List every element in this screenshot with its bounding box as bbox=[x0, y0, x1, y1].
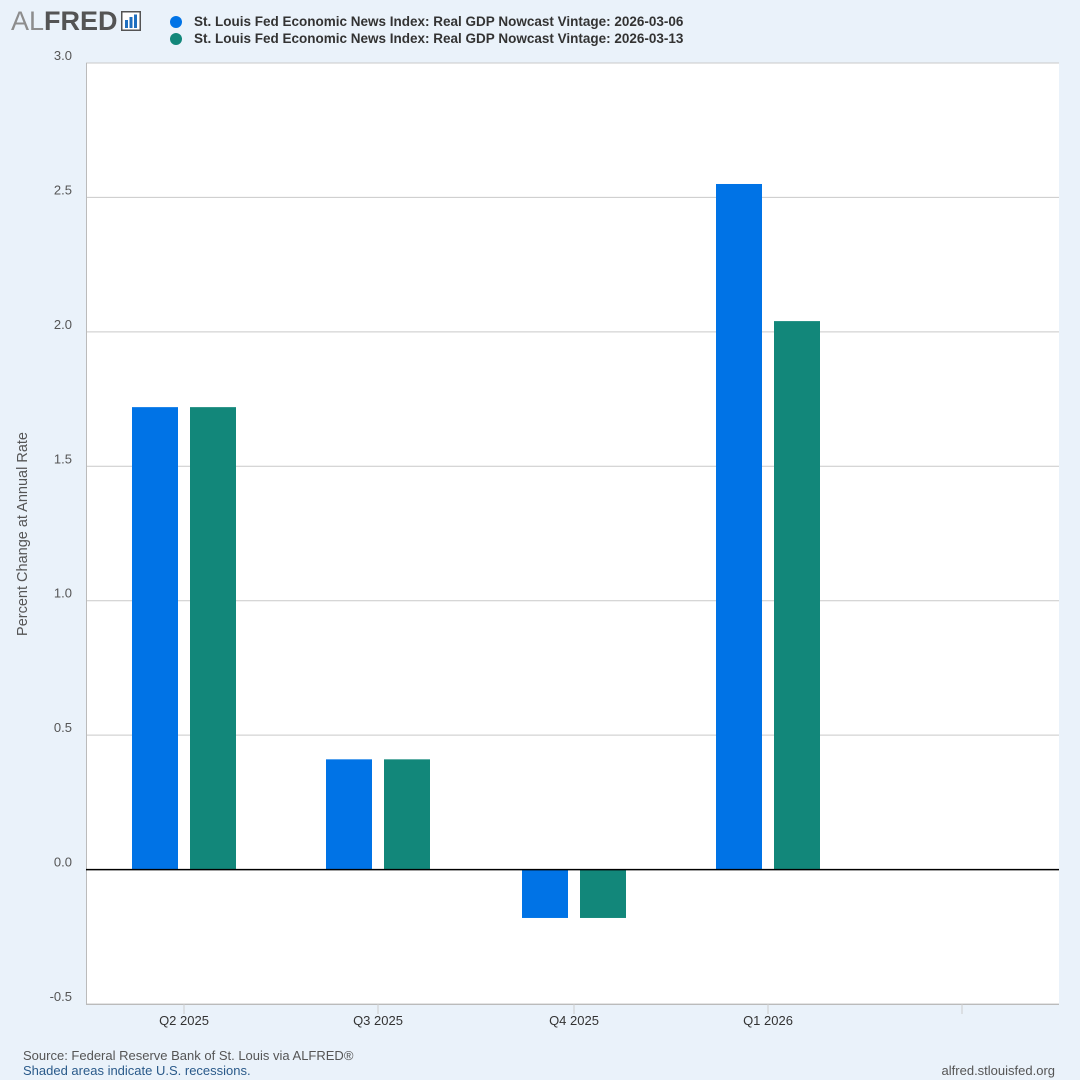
x-tick-label: Q1 2026 bbox=[743, 1013, 793, 1028]
y-axis-title: Percent Change at Annual Rate bbox=[15, 432, 31, 636]
legend-label-series-2: St. Louis Fed Economic News Index: Real … bbox=[194, 31, 684, 46]
legend-marker-series-2 bbox=[170, 32, 182, 45]
y-tick-label: 3.0 bbox=[54, 48, 72, 63]
alfred-logo[interactable]: AL FRED bbox=[11, 7, 141, 35]
source-note: Source: Federal Reserve Bank of St. Loui… bbox=[23, 1048, 354, 1063]
y-tick-label: 0.5 bbox=[54, 720, 72, 735]
plot-area bbox=[86, 63, 1059, 1004]
logo-prefix: AL bbox=[11, 6, 45, 36]
legend-item-series-1[interactable]: St. Louis Fed Economic News Index: Real … bbox=[170, 13, 683, 30]
legend-marker-series-1 bbox=[170, 15, 182, 28]
recession-note[interactable]: Shaded areas indicate U.S. recessions. bbox=[23, 1063, 251, 1078]
bar-chart-icon bbox=[120, 11, 141, 31]
y-tick-label: 2.0 bbox=[54, 317, 72, 332]
bar-series-2[interactable] bbox=[580, 869, 626, 918]
x-tick-label: Q3 2025 bbox=[353, 1013, 403, 1028]
chart-header: AL FRED St. Louis Fed Economic News Index… bbox=[0, 0, 1080, 52]
bar-series-2[interactable] bbox=[774, 321, 820, 870]
chart-footer: Source: Federal Reserve Bank of St. Loui… bbox=[23, 1048, 353, 1078]
bar-chart: -0.5 0.0 0.5 1.0 1.5 2.0 2.5 3.0 Q2 2025 Q3 2025 Q… bbox=[15, 48, 1059, 1028]
bar-series-1[interactable] bbox=[522, 869, 568, 918]
bar-series-1[interactable] bbox=[132, 407, 178, 870]
chart-legend: St. Louis Fed Economic News Index: Real … bbox=[170, 13, 683, 47]
bar-series-1[interactable] bbox=[716, 183, 762, 870]
y-tick-label: 1.5 bbox=[54, 451, 72, 466]
x-tick-label: Q4 2025 bbox=[549, 1013, 599, 1028]
y-tick-label: 0.0 bbox=[54, 855, 72, 870]
site-url[interactable]: alfred.stlouisfed.org bbox=[941, 1063, 1055, 1078]
y-tick-label: -0.5 bbox=[50, 989, 72, 1004]
bar-series-2[interactable] bbox=[384, 759, 430, 870]
legend-label-series-1: St. Louis Fed Economic News Index: Real … bbox=[194, 14, 684, 29]
y-tick-label: 2.5 bbox=[54, 182, 72, 197]
legend-item-series-2[interactable]: St. Louis Fed Economic News Index: Real … bbox=[170, 30, 683, 47]
x-tick-label: Q2 2025 bbox=[159, 1013, 209, 1028]
logo-suffix: FRED bbox=[44, 6, 118, 36]
y-tick-label: 1.0 bbox=[54, 586, 72, 601]
bar-series-1[interactable] bbox=[326, 759, 372, 870]
bar-series-2[interactable] bbox=[190, 407, 236, 870]
